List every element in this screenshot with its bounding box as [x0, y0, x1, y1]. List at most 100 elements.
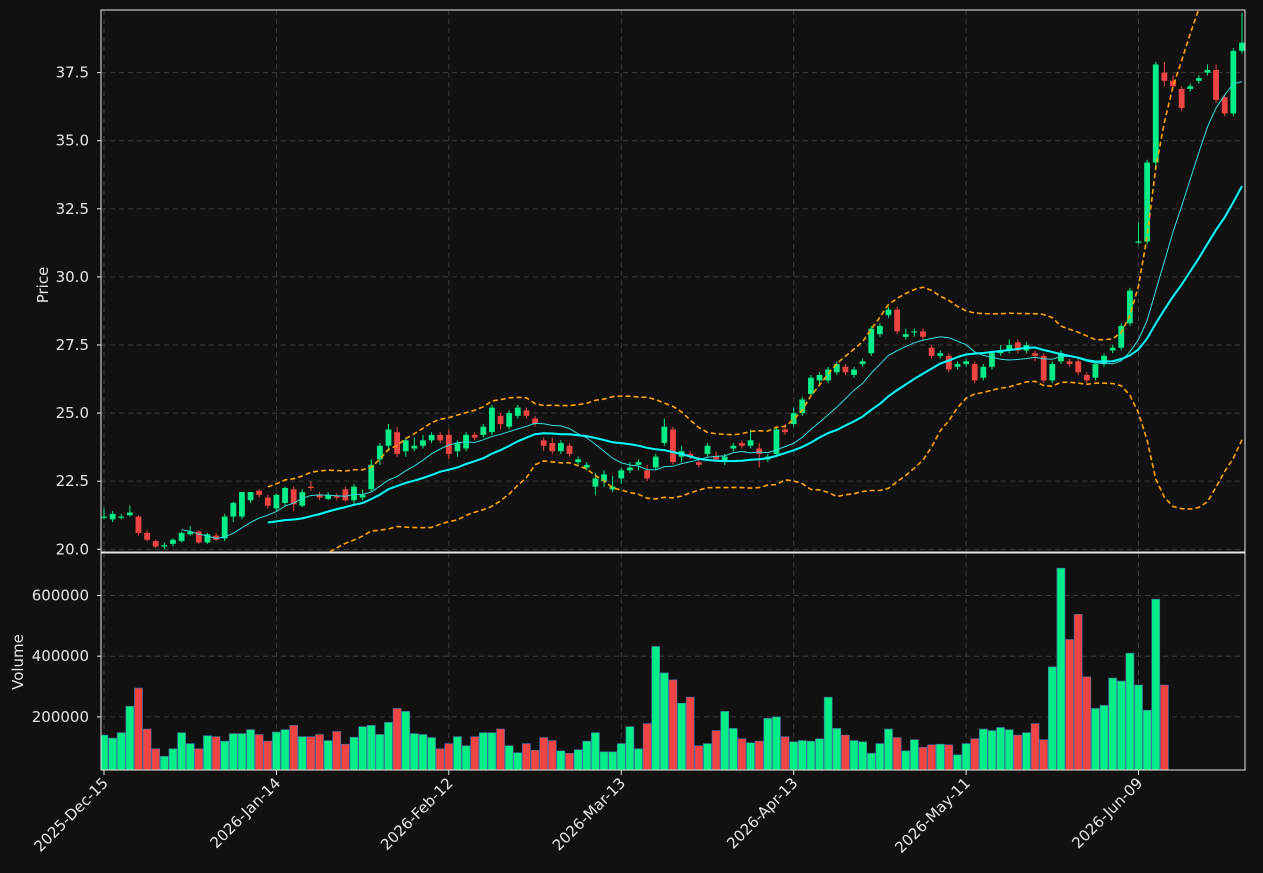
volume-bar	[875, 743, 885, 770]
candle-body	[428, 434, 435, 441]
volume-bar	[565, 753, 574, 770]
volume-bar	[910, 739, 919, 770]
candle-body	[308, 486, 314, 488]
volume-bar	[901, 750, 911, 770]
volume-bar	[660, 672, 669, 770]
volume-bar	[496, 728, 505, 770]
volume-bar	[211, 736, 221, 770]
volume-bar	[651, 646, 661, 770]
candle-body	[299, 492, 306, 506]
volume-bar	[858, 741, 867, 770]
price-ytick-label: 27.5	[56, 336, 89, 354]
candle-body	[876, 325, 883, 335]
candle-body	[402, 440, 409, 452]
candle-body	[945, 355, 952, 370]
candle-body	[213, 535, 219, 540]
candle-body	[394, 432, 401, 454]
candle-body	[247, 492, 254, 501]
volume-bar	[884, 728, 893, 770]
volume-bar	[453, 736, 462, 770]
candle-body	[713, 456, 719, 460]
volume-bar	[573, 749, 583, 770]
price-panel-frame	[100, 9, 1246, 553]
candle-body	[1144, 162, 1151, 242]
volume-bar	[1142, 709, 1152, 770]
price-ytick-label: 22.5	[56, 472, 89, 490]
volume-bar	[185, 743, 195, 770]
volume-bar	[1160, 684, 1169, 770]
candle-body	[264, 497, 271, 506]
bollinger-lower-line	[327, 380, 1243, 552]
volume-bar	[1091, 708, 1100, 770]
volume-bar	[435, 748, 445, 770]
volume-bar	[332, 731, 342, 770]
volume-bar	[616, 743, 626, 770]
volume-bar	[634, 748, 643, 770]
volume-bar	[996, 727, 1005, 770]
candle-body	[126, 512, 133, 516]
volume-bar	[246, 729, 255, 770]
candle-body	[1032, 353, 1038, 356]
candle-body	[118, 516, 125, 518]
volume-bar	[1030, 723, 1040, 770]
volume-bar	[323, 740, 333, 770]
volume-bar	[487, 732, 497, 770]
volume-bar	[1151, 598, 1161, 770]
candle-body	[704, 445, 711, 454]
candle-body	[894, 309, 901, 332]
candle-body	[523, 410, 530, 416]
candle-body	[1221, 97, 1228, 114]
candle-body	[601, 474, 607, 482]
volume-bar	[789, 741, 798, 770]
volume-bar	[832, 728, 842, 770]
candle-body	[506, 413, 513, 427]
volume-bar	[737, 738, 747, 770]
candle-body	[816, 374, 823, 381]
volume-bar	[160, 756, 169, 770]
volume-bar	[1056, 567, 1066, 770]
volume-bar	[220, 740, 230, 770]
candle-body	[833, 364, 840, 373]
volume-bar	[203, 735, 212, 770]
candle-body	[1049, 364, 1056, 381]
candle-body	[333, 496, 340, 498]
price-panel	[101, 10, 1245, 552]
candle-body	[687, 453, 694, 457]
candle-body	[376, 445, 383, 460]
volume-ytick-label: 200000	[32, 708, 89, 726]
candle-body	[859, 361, 866, 365]
volume-bar	[375, 734, 385, 770]
volume-bar	[1099, 705, 1109, 770]
candle-body	[454, 443, 461, 452]
candle-body	[963, 361, 969, 365]
volume-bar	[608, 751, 617, 770]
candle-body	[1161, 72, 1168, 81]
volume-bar	[556, 750, 566, 770]
candle-body	[885, 309, 892, 316]
volume-bar	[1108, 677, 1117, 770]
candle-body	[256, 490, 263, 495]
candle-body	[1230, 50, 1237, 114]
candle-body	[1152, 64, 1159, 163]
candle-body	[1239, 42, 1245, 51]
volume-bar	[729, 728, 738, 770]
candle-body	[489, 407, 495, 433]
price-axis-title: Price	[34, 267, 52, 304]
price-ytick-label: 32.5	[56, 200, 89, 218]
candle-body	[152, 541, 159, 547]
candle-body	[1066, 361, 1073, 365]
volume-bar	[108, 737, 117, 770]
candle-body	[773, 429, 780, 454]
candle-body	[109, 513, 116, 520]
volume-bar	[944, 744, 954, 770]
candle-body	[1109, 347, 1116, 351]
volume-ytick-label: 400000	[32, 647, 89, 665]
candle-body	[437, 434, 444, 441]
candle-body	[747, 440, 754, 446]
candle-body	[652, 456, 659, 468]
candle-body	[980, 366, 987, 378]
candle-body	[661, 426, 668, 444]
candle-body	[1014, 342, 1021, 351]
candle-body	[420, 440, 426, 446]
